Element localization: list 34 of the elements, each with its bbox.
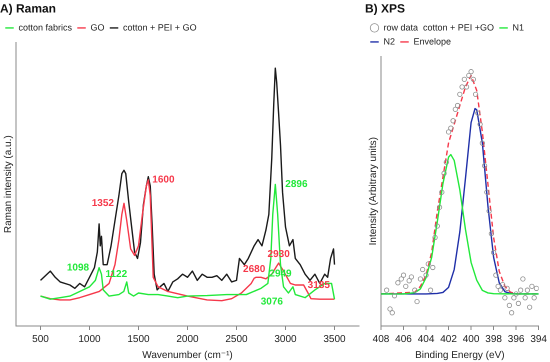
x-tick-label: 2000 (176, 334, 200, 345)
x-axis-title: Wavenumber (cm⁻¹) (142, 350, 233, 361)
legend-label: cotton + PEI + GO (123, 22, 197, 32)
x-tick-label: 500 (32, 334, 50, 345)
annotation: 3076 (260, 296, 284, 308)
annotation: 1352 (92, 198, 114, 210)
legend-label: cotton fabrics (18, 22, 73, 32)
x-tick-label: 1500 (127, 334, 150, 345)
x-tick-label: 396 (508, 334, 525, 345)
annotation: 1098 (66, 262, 90, 274)
y-axis-title: Intensity (Arbitrary units) (368, 137, 379, 246)
y-axis-title: Raman intensity (a.u.) (2, 135, 14, 234)
x-tick-label: 398 (485, 334, 502, 345)
x-tick-label: 402 (440, 334, 458, 345)
legend-label: Envelope (414, 36, 452, 46)
legend-label: N1 (512, 22, 524, 32)
annotation: 2680 (243, 264, 266, 276)
x-tick-label: 406 (395, 334, 412, 345)
annotation: 1600 (152, 174, 175, 186)
x-tick-label: 408 (372, 334, 390, 345)
x-axis-title: Binding Energy (eV) (415, 350, 505, 361)
x-tick-label: 404 (418, 334, 435, 345)
x-tick-label: 3500 (323, 334, 346, 345)
legend-label: row data cotton + PEI +GO (384, 22, 494, 32)
chart-title: A) Raman (0, 2, 56, 16)
annotation: 2896 (285, 179, 308, 190)
x-tick-label: 1000 (78, 334, 102, 345)
chart-title: B) XPS (365, 2, 406, 16)
x-tick-label: 3000 (274, 334, 298, 345)
legend-label: GO (90, 22, 105, 32)
x-tick-label: 400 (462, 334, 480, 345)
legend-label: N2 (384, 36, 396, 46)
x-tick-label: 2500 (225, 334, 248, 345)
x-tick-label: 394 (530, 334, 548, 345)
